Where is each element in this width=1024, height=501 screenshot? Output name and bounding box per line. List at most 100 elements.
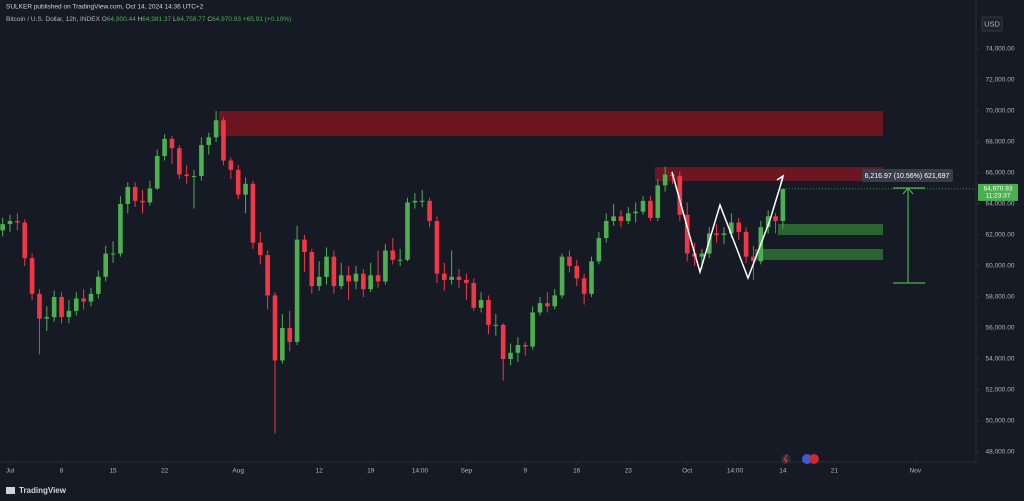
candle-body <box>346 275 351 282</box>
candle-body <box>603 221 609 239</box>
candle-body <box>51 296 57 318</box>
candle-body <box>199 145 204 177</box>
x-tick-label: Oct <box>682 468 692 475</box>
candle-body <box>257 242 263 256</box>
candle-body <box>235 169 241 195</box>
candle-body <box>736 222 742 232</box>
candle-body <box>265 255 270 296</box>
x-tick-label: Aug <box>232 468 244 475</box>
countdown: 11:23:37 <box>986 193 1011 200</box>
candle-body <box>191 176 197 178</box>
candle-body <box>449 276 454 280</box>
candle-body <box>132 186 138 201</box>
measure-label-box <box>862 169 953 182</box>
y-tick-label: 66,000.00 <box>986 170 1015 177</box>
y-tick-label: 52,000.00 <box>986 387 1015 394</box>
footer-logo <box>6 487 15 494</box>
y-tick-label: 62,000.00 <box>986 232 1015 239</box>
x-tick-label: 16 <box>573 468 581 475</box>
candle-body <box>147 188 153 203</box>
x-tick-label: Sep <box>461 468 473 475</box>
candle-body <box>729 222 734 234</box>
candle-body <box>765 216 771 228</box>
candle-body <box>743 231 749 257</box>
event-icon[interactable] <box>781 454 791 464</box>
drawings: 6,216.97 (10.56%) 621,697 <box>671 169 953 284</box>
candle-body <box>243 183 248 195</box>
x-tick-label: 14 <box>779 468 787 475</box>
event-icon[interactable] <box>802 454 812 464</box>
candle-body <box>655 185 661 218</box>
candle-body <box>434 221 440 274</box>
candles <box>0 110 786 434</box>
candle-body <box>464 279 469 283</box>
candle-body <box>140 200 145 203</box>
candle-body <box>559 256 565 296</box>
candle-body <box>515 344 521 353</box>
candle-body <box>773 216 778 222</box>
candle-body <box>368 275 373 290</box>
candle-body <box>37 293 42 319</box>
candle-body <box>626 213 631 222</box>
candle-body <box>287 327 293 342</box>
candle-body <box>589 261 594 294</box>
candle-body <box>684 214 690 254</box>
x-tick-label: 19 <box>367 468 375 475</box>
y-tick-label: 48,000.00 <box>986 449 1015 456</box>
x-tick-label: 14:00 <box>727 468 744 475</box>
candle-body <box>44 317 50 319</box>
candle-body <box>500 324 506 359</box>
candle-body <box>471 282 477 308</box>
candle-body <box>272 295 278 361</box>
candle-body <box>324 256 329 277</box>
candle-body <box>15 221 20 223</box>
candle-body <box>751 256 756 262</box>
event-icon[interactable] <box>809 454 819 464</box>
candle-body <box>419 200 425 202</box>
footer-bar <box>0 480 1024 501</box>
candle-body <box>441 273 447 280</box>
ohlc-label: C <box>207 16 212 23</box>
candle-body <box>221 120 226 161</box>
candle-body <box>169 138 175 149</box>
candle-body <box>29 258 35 294</box>
candle-body <box>309 252 315 287</box>
measure-label: 6,216.97 (10.56%) 621,697 <box>865 173 950 180</box>
candle-body <box>302 239 307 252</box>
candle-body <box>81 298 86 302</box>
candle-body <box>721 233 727 235</box>
candle-body <box>552 295 558 307</box>
candle-body <box>162 138 167 156</box>
ohlc-value: 64,981.37 <box>142 16 171 23</box>
y-tick-label: 72,000.00 <box>986 77 1015 84</box>
candle-body <box>567 256 572 266</box>
ohlc-label: H <box>138 16 143 23</box>
candle-body <box>110 253 116 255</box>
candle-body <box>22 222 28 259</box>
y-tick-label: 58,000.00 <box>986 294 1015 301</box>
candle-body <box>73 298 79 311</box>
candle-body <box>574 265 580 279</box>
x-tick-label: 21 <box>831 468 839 475</box>
candle-body <box>177 148 182 175</box>
supply-zone <box>219 111 883 136</box>
candle-body <box>618 216 624 222</box>
candle-body <box>478 300 484 308</box>
arrow-head <box>776 174 785 184</box>
candle-body <box>125 186 131 204</box>
candle-body <box>213 120 219 138</box>
candle-body <box>427 200 432 222</box>
x-tick-label: Nov <box>910 468 922 475</box>
candle-body <box>545 303 550 307</box>
y-tick-label: 64,000.00 <box>986 201 1015 208</box>
last-price-label: 64,970.93 <box>984 186 1013 193</box>
candle-body <box>522 344 528 347</box>
y-tick-label: 74,000.00 <box>986 46 1015 53</box>
candle-body <box>59 296 64 318</box>
x-tick-label: 8 <box>60 468 64 475</box>
x-tick-label: 14:00 <box>412 468 429 475</box>
y-tick-label: 50,000.00 <box>986 418 1015 425</box>
event-icon-bolt <box>783 454 788 464</box>
candle-body <box>228 160 234 170</box>
